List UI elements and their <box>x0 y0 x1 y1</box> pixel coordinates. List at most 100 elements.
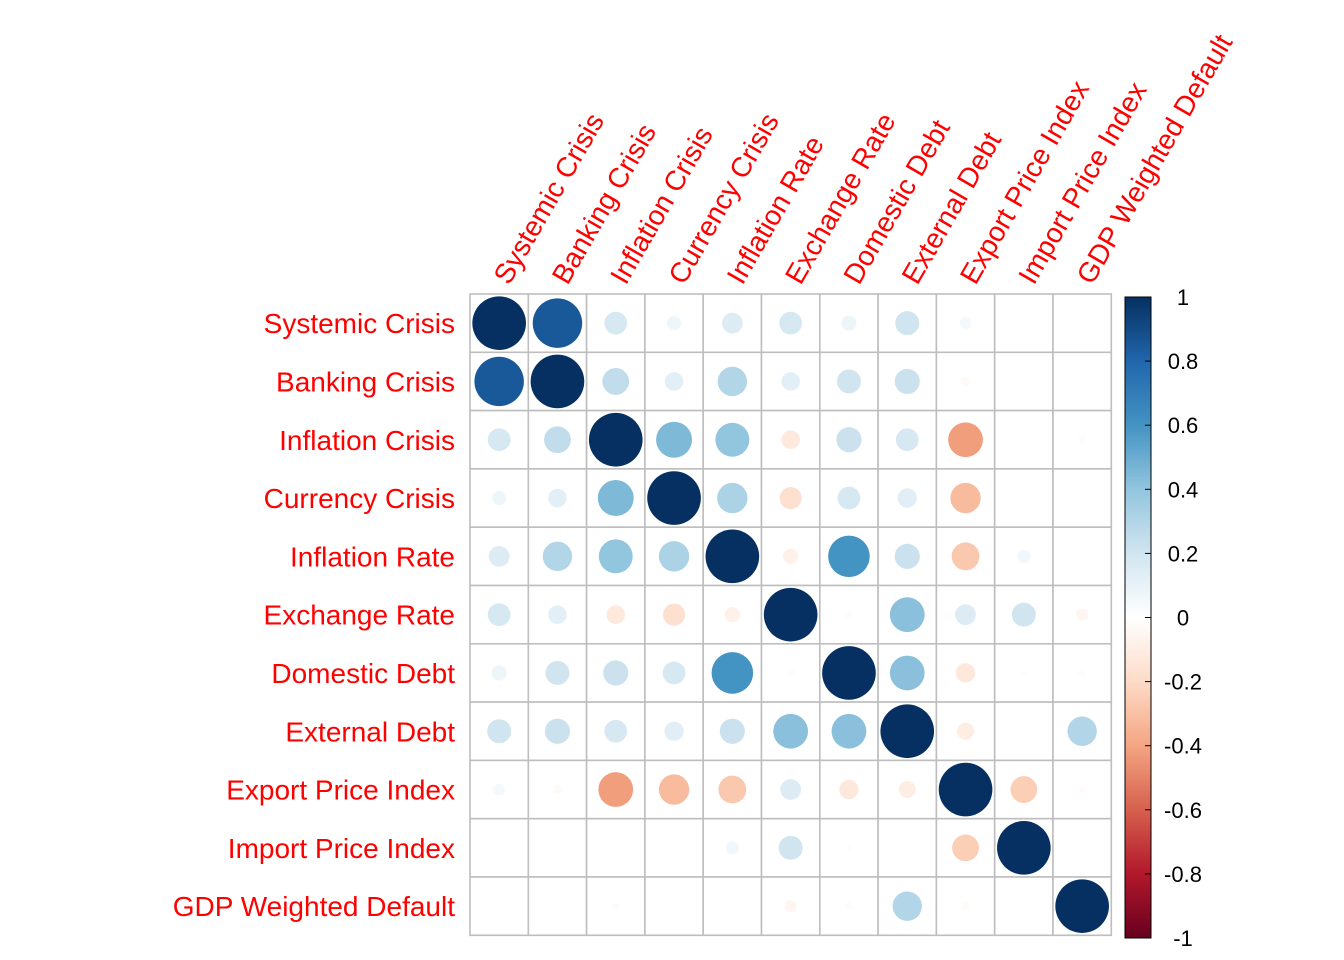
correlation-circle-systemic-crisis-inflation-rate <box>721 312 743 334</box>
correlation-circle-inflation-crisis-external-debt <box>895 428 919 452</box>
legend-tick-label: 0 <box>1177 606 1189 631</box>
correlation-circle-export-price-index-import-price-index <box>1010 776 1038 803</box>
correlation-circle-export-price-index-inflation-crisis <box>598 772 634 807</box>
row-label-inflation-rate: Inflation Rate <box>290 541 455 572</box>
correlation-circle-systemic-crisis-external-debt <box>895 311 920 336</box>
correlation-circle-banking-crisis-external-debt <box>894 368 920 395</box>
cell-import-price-index-banking-crisis <box>527 817 588 878</box>
correlation-circle-export-price-index-banking-crisis <box>552 784 563 795</box>
correlation-circle-banking-crisis-domestic-debt <box>836 369 861 394</box>
correlation-circle-export-price-index-export-price-index <box>938 762 993 817</box>
cell-import-price-index-gdp-weighted-default <box>1052 817 1113 878</box>
correlation-circle-inflation-crisis-domestic-debt <box>836 427 862 453</box>
correlation-circle-inflation-rate-external-debt <box>894 543 920 569</box>
cell-gdp-weighted-default-currency-crisis <box>644 876 705 937</box>
correlation-circle-domestic-debt-external-debt <box>889 655 925 691</box>
cell-banking-crisis-inflation-rate <box>702 351 763 412</box>
cell-export-price-index-gdp-weighted-default <box>1052 759 1113 820</box>
cell-banking-crisis-import-price-index <box>993 351 1054 412</box>
correlation-circle-exchange-rate-inflation-rate <box>724 607 740 623</box>
row-label-currency-crisis: Currency Crisis <box>264 483 455 514</box>
correlation-circle-currency-crisis-domestic-debt <box>837 486 861 510</box>
cell-inflation-crisis-currency-crisis <box>644 409 705 470</box>
correlation-circle-exchange-rate-external-debt <box>889 597 925 633</box>
correlation-circle-currency-crisis-inflation-rate <box>717 482 748 514</box>
correlation-circle-external-debt-gdp-weighted-default <box>1067 716 1097 746</box>
correlation-circle-inflation-crisis-banking-crisis <box>544 426 571 454</box>
correlation-circle-import-price-index-domestic-debt <box>846 845 852 851</box>
row-label-exchange-rate: Exchange Rate <box>264 600 455 631</box>
cell-import-price-index-systemic-crisis <box>469 817 530 878</box>
correlation-circle-export-price-index-gdp-weighted-default <box>1078 785 1086 794</box>
correlation-circle-inflation-crisis-gdp-weighted-default <box>1078 435 1086 444</box>
correlation-circle-inflation-crisis-systemic-crisis <box>487 428 511 452</box>
correlation-circle-exchange-rate-banking-crisis <box>548 605 567 624</box>
legend-tick-label: -0.8 <box>1164 862 1202 887</box>
correlation-circle-import-price-index-exchange-rate <box>778 835 803 860</box>
correlation-circle-gdp-weighted-default-inflation-crisis <box>611 902 620 910</box>
correlation-circle-export-price-index-exchange-rate <box>780 779 802 800</box>
correlation-circle-domestic-debt-domestic-debt <box>822 646 876 700</box>
correlation-circle-exchange-rate-export-price-index <box>955 604 976 626</box>
correlation-circle-inflation-crisis-inflation-rate <box>715 422 750 457</box>
correlation-circle-external-debt-export-price-index <box>957 722 975 740</box>
correlation-circle-exchange-rate-domestic-debt <box>845 610 853 619</box>
correlation-circle-domestic-debt-inflation-rate <box>711 652 754 694</box>
cell-gdp-weighted-default-inflation-rate <box>702 876 763 937</box>
correlation-circle-systemic-crisis-inflation-crisis <box>604 311 628 335</box>
correlation-circle-inflation-rate-currency-crisis <box>658 541 690 572</box>
row-label-export-price-index: Export Price Index <box>226 775 455 806</box>
color-legend: 1 0.8 0.6 0.4 0.2 0 -0.2 -0.4 -0.6 -0.8 -1 <box>1124 285 1202 951</box>
correlation-circle-gdp-weighted-default-domestic-debt <box>845 902 853 910</box>
matrix-cells <box>469 293 1113 937</box>
correlation-circle-currency-crisis-banking-crisis <box>548 488 567 508</box>
correlation-circle-external-debt-inflation-rate <box>719 718 745 744</box>
cell-import-price-index-currency-crisis <box>644 817 705 878</box>
correlation-circle-inflation-rate-inflation-rate <box>705 529 760 584</box>
correlation-circle-exchange-rate-currency-crisis <box>662 603 686 626</box>
correlation-circle-inflation-rate-systemic-crisis <box>488 545 510 567</box>
correlation-circle-inflation-crisis-exchange-rate <box>781 430 800 450</box>
legend-tick-label: 0.6 <box>1168 413 1199 438</box>
cell-banking-crisis-gdp-weighted-default <box>1052 351 1113 412</box>
correlation-circle-domestic-debt-banking-crisis <box>545 660 570 685</box>
correlation-circle-inflation-rate-inflation-crisis <box>598 539 633 574</box>
correlation-circle-exchange-rate-import-price-index <box>1011 602 1036 627</box>
correlation-circle-gdp-weighted-default-exchange-rate <box>784 900 797 913</box>
cell-currency-crisis-gdp-weighted-default <box>1052 468 1113 528</box>
correlation-circle-currency-crisis-exchange-rate <box>779 486 802 510</box>
correlation-circle-exchange-rate-inflation-crisis <box>606 605 626 624</box>
cell-gdp-weighted-default-systemic-crisis <box>469 876 530 937</box>
row-label-banking-crisis: Banking Crisis <box>276 366 455 397</box>
legend-tick-label: 0.4 <box>1168 477 1199 502</box>
correlation-circle-systemic-crisis-currency-crisis <box>666 316 682 331</box>
correlation-circle-external-debt-domestic-debt <box>831 713 867 749</box>
correlation-circle-gdp-weighted-default-external-debt <box>892 891 922 921</box>
legend-tick-label: 1 <box>1177 285 1189 310</box>
correlation-circle-inflation-rate-export-price-index <box>951 542 980 571</box>
correlation-circle-currency-crisis-external-debt <box>897 488 917 508</box>
legend-tick-label: 0.8 <box>1168 349 1199 374</box>
cell-inflation-rate-gdp-weighted-default <box>1052 526 1113 587</box>
correlation-circle-banking-crisis-currency-crisis <box>664 372 684 391</box>
correlation-circle-domestic-debt-import-price-index <box>1021 670 1027 676</box>
correlation-circle-banking-crisis-inflation-crisis <box>602 368 630 395</box>
correlation-circle-domestic-debt-gdp-weighted-default <box>1078 669 1086 677</box>
correlation-circle-export-price-index-currency-crisis <box>658 774 690 805</box>
row-label-external-debt: External Debt <box>285 716 455 747</box>
legend-tick-label: -0.4 <box>1164 734 1202 759</box>
correlation-circle-domestic-debt-exchange-rate <box>786 669 795 677</box>
correlation-circle-systemic-crisis-domestic-debt <box>841 315 857 331</box>
correlation-circle-banking-crisis-inflation-rate <box>717 366 748 397</box>
cell-currency-crisis-import-price-index <box>993 468 1054 528</box>
correlation-circle-domestic-debt-currency-crisis <box>662 661 686 685</box>
correlation-circle-systemic-crisis-banking-crisis <box>532 298 583 348</box>
cell-import-price-index-inflation-crisis <box>585 817 646 878</box>
correlation-circle-exchange-rate-exchange-rate <box>763 587 818 642</box>
row-label-gdp-weighted-default: GDP Weighted Default <box>173 891 455 922</box>
legend-tick-label: -0.2 <box>1164 670 1202 695</box>
correlation-circle-inflation-rate-domestic-debt <box>828 535 870 578</box>
correlation-circle-export-price-index-systemic-crisis <box>493 783 506 796</box>
correlation-circle-banking-crisis-export-price-index <box>960 376 971 387</box>
